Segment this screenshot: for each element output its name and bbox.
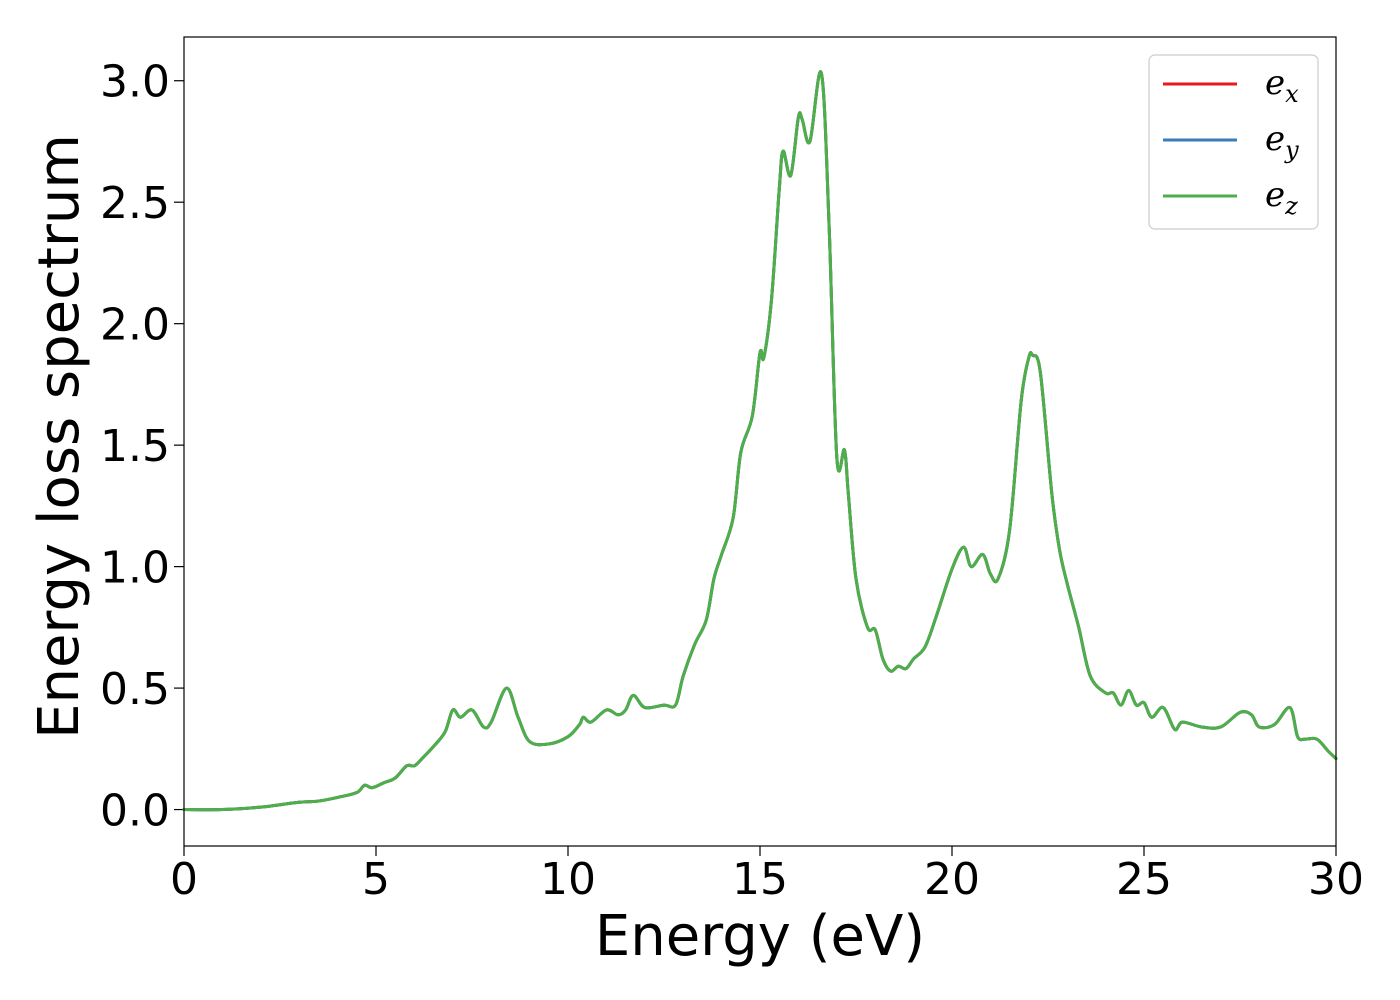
y-tick-label: 2.5 — [100, 178, 170, 229]
y-tick-label: 1.5 — [100, 421, 170, 472]
x-tick-label: 25 — [1116, 854, 1172, 905]
plot-frame — [183, 36, 1337, 847]
x-axis-ticks: 0 5 10 15 20 25 30 — [170, 846, 1364, 905]
x-axis-label: Energy (eV) — [595, 904, 925, 969]
x-tick-label: 30 — [1308, 854, 1364, 905]
y-tick-label: 1.0 — [100, 543, 170, 594]
y-axis-label: Energy loss spectrum — [27, 134, 92, 739]
legend-label-z: ez — [1265, 175, 1298, 220]
series-layer — [182, 70, 1338, 812]
y-tick-label: 2.0 — [100, 300, 170, 351]
y-tick-label: 3.0 — [100, 57, 170, 108]
y-axis-ticks: 0.0 0.5 1.0 1.5 2.0 2.5 3.0 — [100, 57, 184, 837]
legend-label-y: ey — [1265, 119, 1299, 164]
x-tick-label: 5 — [362, 854, 390, 905]
legend: ex ey ez — [1148, 54, 1319, 230]
legend-box — [1148, 54, 1319, 230]
y-tick-label: 0.5 — [100, 664, 170, 715]
x-tick-label: 20 — [924, 854, 980, 905]
series-line-z — [182, 70, 1338, 812]
x-tick-label: 15 — [732, 854, 788, 905]
legend-label-x: ex — [1265, 63, 1299, 108]
y-tick-label: 0.0 — [100, 786, 170, 837]
x-tick-label: 0 — [170, 854, 198, 905]
x-tick-label: 10 — [540, 854, 596, 905]
